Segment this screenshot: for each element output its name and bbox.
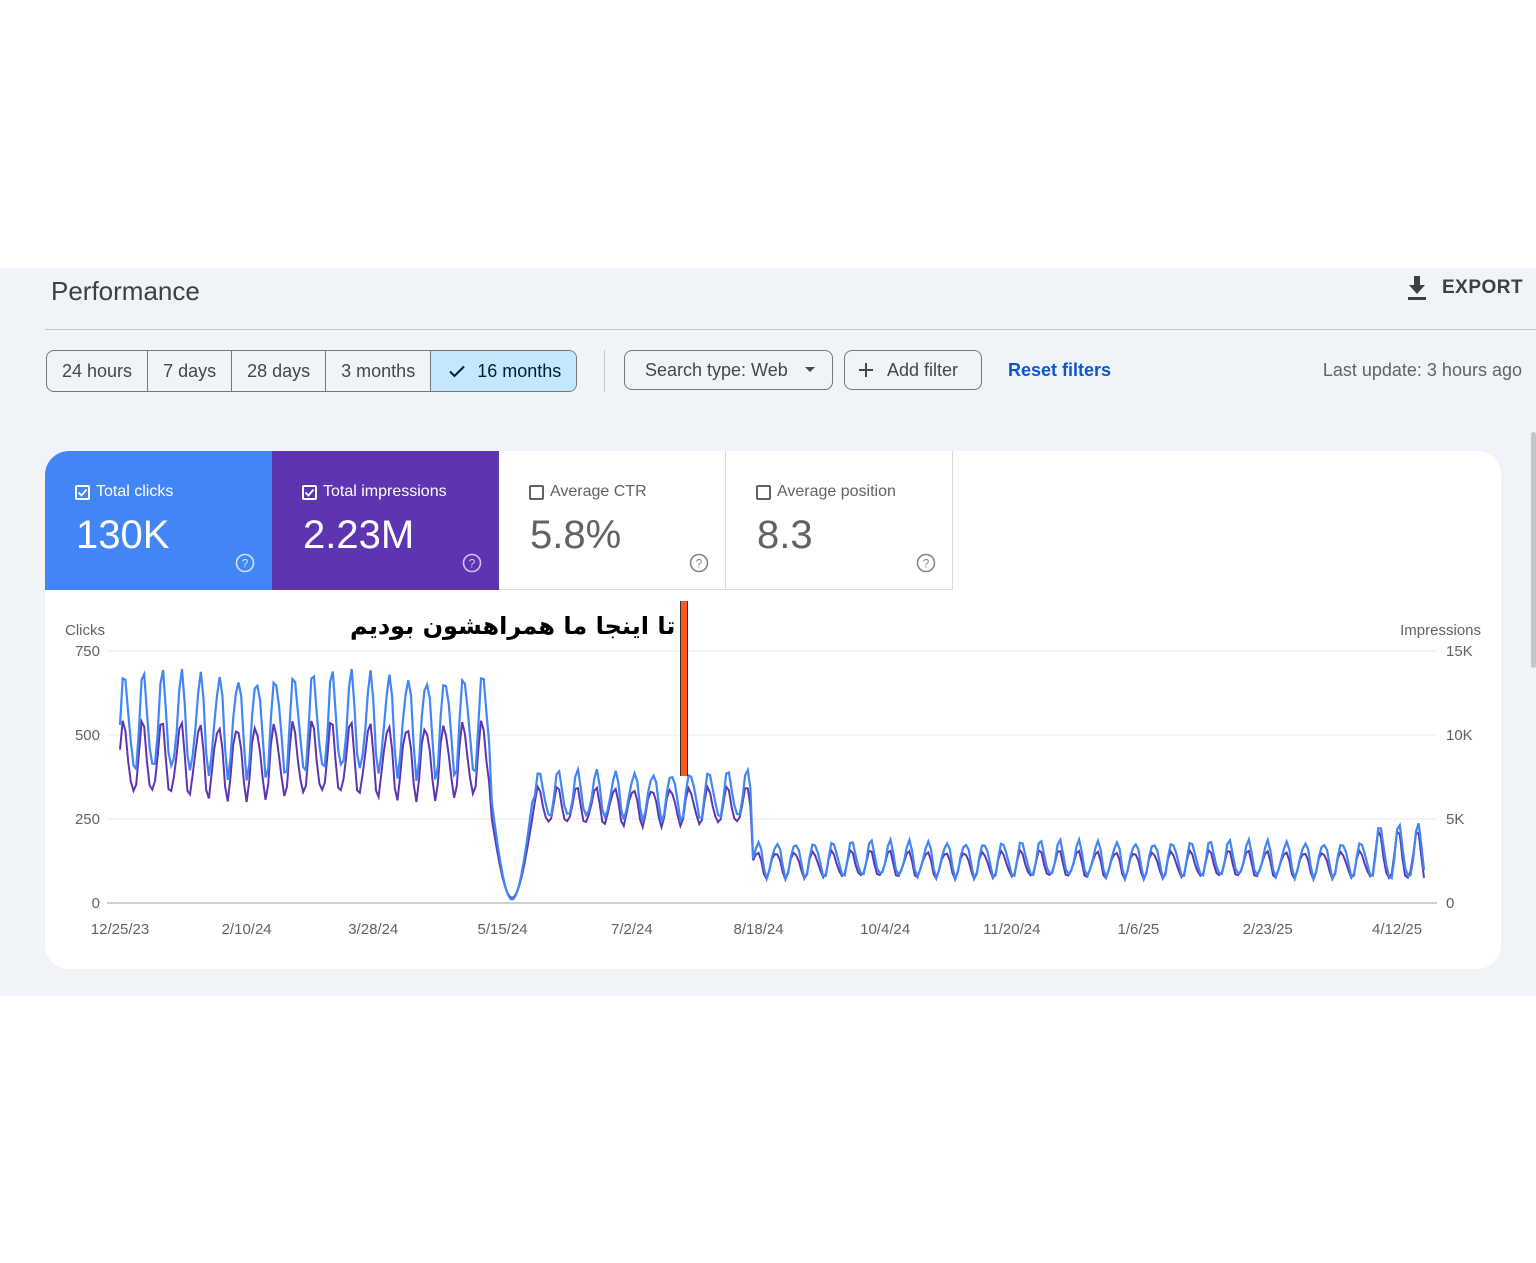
clicks-line xyxy=(118,668,1426,901)
range-24-hours[interactable]: 24 hours xyxy=(47,351,149,391)
search-type-dropdown[interactable]: Search type: Web xyxy=(624,350,833,390)
svg-text:?: ? xyxy=(923,557,930,571)
checkbox-unchecked-icon[interactable] xyxy=(529,484,544,500)
last-update-text: Last update: 3 hours ago xyxy=(1322,360,1522,380)
x-tick-label: 10/4/24 xyxy=(860,921,910,938)
page-title: Performance xyxy=(51,276,200,306)
x-tick-label: 2/23/25 xyxy=(1243,921,1293,938)
metric-value: 130K xyxy=(76,513,170,557)
export-button[interactable]: EXPORT xyxy=(1404,274,1523,302)
range-16-months-label: 16 months xyxy=(477,360,562,381)
add-filter-label: Add filter xyxy=(887,359,959,380)
svg-text:?: ? xyxy=(696,557,703,571)
x-tick-label: 12/25/23 xyxy=(91,921,149,938)
metric-value: 8.3 xyxy=(757,513,813,557)
scrollbar[interactable] xyxy=(1531,432,1536,668)
metric-total-clicks[interactable]: Total clicks 130K ? xyxy=(45,451,272,590)
x-tick-label: 5/15/24 xyxy=(478,921,528,938)
metric-label: Total clicks xyxy=(96,483,174,500)
y-left-tick-label: 500 xyxy=(75,727,100,744)
date-range-selector: 24 hours 7 days 28 days 3 months 16 mont… xyxy=(46,350,578,392)
svg-text:?: ? xyxy=(242,557,249,571)
svg-text:?: ? xyxy=(469,557,476,571)
reset-filters-link[interactable]: Reset filters xyxy=(1008,360,1112,380)
y-left-tick-label: 750 xyxy=(75,643,100,660)
x-tick-label: 4/12/25 xyxy=(1372,921,1422,938)
range-7-days[interactable]: 7 days xyxy=(148,351,233,391)
plus-icon xyxy=(859,363,873,377)
download-icon xyxy=(1408,276,1426,300)
checkbox-checked-icon[interactable] xyxy=(75,484,90,500)
metric-value: 5.8% xyxy=(530,513,622,557)
y-right-tick-label: 5K xyxy=(1446,811,1464,828)
help-icon[interactable]: ? xyxy=(462,553,482,573)
metric-value: 2.23M xyxy=(303,513,415,557)
help-icon[interactable]: ? xyxy=(235,553,255,573)
x-tick-label: 8/18/24 xyxy=(734,921,784,938)
annotation-marker xyxy=(680,601,688,776)
impressions-line xyxy=(119,717,1425,899)
metric-average-ctr[interactable]: Average CTR 5.8% ? xyxy=(499,451,726,590)
x-tick-label: 2/10/24 xyxy=(222,921,272,938)
x-tick-label: 11/20/24 xyxy=(983,921,1040,938)
x-tick-label: 7/2/24 xyxy=(611,921,653,938)
y-left-tick-label: 250 xyxy=(75,811,100,828)
range-3-months[interactable]: 3 months xyxy=(326,351,432,391)
search-type-label: Search type: Web xyxy=(645,359,788,380)
x-tick-label: 3/28/24 xyxy=(348,921,398,938)
y-left-title: Clicks xyxy=(65,622,105,639)
add-filter-button[interactable]: Add filter xyxy=(844,350,982,390)
metric-label: Average CTR xyxy=(550,483,647,500)
metric-label: Average position xyxy=(777,483,896,500)
series-lines xyxy=(118,668,1426,901)
checkbox-checked-icon[interactable] xyxy=(302,484,317,500)
y-right-tick-label: 15K xyxy=(1446,643,1473,660)
toolbar-separator xyxy=(604,350,605,392)
check-icon xyxy=(449,365,465,378)
checkbox-unchecked-icon[interactable] xyxy=(756,484,771,500)
help-icon[interactable]: ? xyxy=(916,553,936,573)
y-right-tick-label: 10K xyxy=(1446,727,1473,744)
x-axis-ticks: 12/25/23 2/10/24 3/28/24 5/15/24 7/2/24 8/18/… xyxy=(91,921,1422,938)
metric-total-impressions[interactable]: Total impressions 2.23M ? xyxy=(272,451,499,590)
y-right-title: Impressions xyxy=(1400,622,1481,639)
header-divider xyxy=(45,329,1536,330)
y-left-tick-label: 0 xyxy=(92,895,100,912)
metric-average-position[interactable]: Average position 8.3 ? xyxy=(726,451,953,590)
dropdown-arrow-icon xyxy=(804,367,815,372)
annotation-text: تا اینجا ما همراهشون بودیم xyxy=(350,612,676,640)
export-label: EXPORT xyxy=(1442,277,1524,298)
performance-card: Total clicks 130K ? Total impressions 2.… xyxy=(45,451,1501,969)
y-right-tick-label: 0 xyxy=(1446,895,1454,912)
range-28-days[interactable]: 28 days xyxy=(232,351,327,391)
help-icon[interactable]: ? xyxy=(689,553,709,573)
gridlines xyxy=(107,650,1437,904)
y-right-ticks: 0 5K 10K 15K xyxy=(1446,643,1473,912)
x-tick-label: 1/6/25 xyxy=(1118,921,1160,938)
metric-label: Total impressions xyxy=(323,483,447,500)
y-left-ticks: 0 250 500 750 xyxy=(75,643,100,912)
range-16-months[interactable]: 16 months xyxy=(431,351,577,391)
